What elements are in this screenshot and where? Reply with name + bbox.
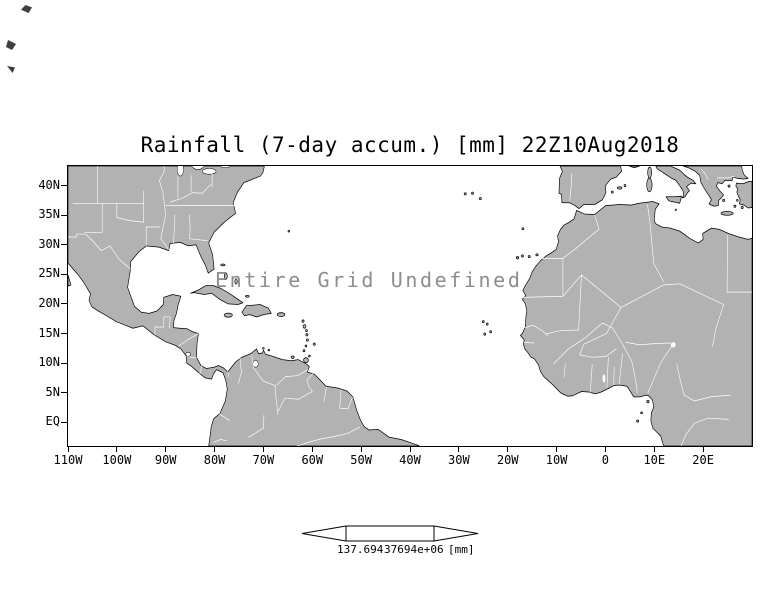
lon-tick — [604, 447, 606, 452]
lat-tick-label: EQ — [45, 414, 60, 429]
colorbar — [301, 525, 479, 542]
lon-tick — [262, 447, 264, 452]
lon-tick — [165, 447, 167, 452]
colorbar-right-label: 37694e+06 — [384, 543, 444, 556]
lat-tick-label: 30N — [38, 236, 60, 251]
world-map — [68, 166, 752, 446]
lat-tick-label: 15N — [38, 325, 60, 340]
lat-tick-label: 35N — [38, 207, 60, 222]
lakes — [176, 166, 676, 383]
lon-tick — [702, 447, 704, 452]
screen-artifact — [6, 40, 16, 50]
lon-tick — [214, 447, 216, 452]
lon-tick-label: 10W — [545, 453, 568, 467]
caribbean-islands — [190, 263, 316, 364]
europe-landmass — [558, 166, 752, 216]
lon-tick-label: 110W — [53, 453, 83, 467]
map-frame — [67, 165, 753, 447]
lon-tick-label: 40W — [399, 453, 421, 467]
lon-tick-label: 20W — [496, 453, 519, 467]
lon-tick — [507, 447, 509, 452]
lon-tick-label: 70W — [252, 453, 275, 467]
lon-tick — [458, 447, 460, 452]
grid-undefined-message: Entire Grid Undefined — [215, 268, 523, 292]
lat-tick-label: 20N — [38, 295, 60, 310]
lon-tick — [556, 447, 558, 452]
lon-tick — [360, 447, 362, 452]
screen-artifact — [21, 5, 32, 13]
lon-tick-label: 80W — [203, 453, 226, 467]
americas-landmass — [68, 166, 420, 446]
country-borders — [68, 166, 752, 443]
lon-tick-label: 90W — [154, 453, 177, 467]
screen-artifact — [7, 66, 15, 73]
lat-tick-label: 10N — [38, 355, 60, 370]
lon-tick — [409, 447, 411, 452]
colorbar-left-label: 137.694 — [337, 543, 384, 556]
lat-tick-label: 5N — [45, 384, 60, 399]
lon-tick-label: 10E — [643, 453, 666, 467]
lon-tick-label: 20E — [692, 453, 714, 467]
plot-title: Rainfall (7-day accum.) [mm] 22Z10Aug201… — [140, 133, 680, 157]
rivers — [159, 166, 729, 446]
lon-tick — [311, 447, 313, 452]
lon-tick-label: 0 — [601, 453, 610, 467]
lon-tick — [67, 447, 69, 452]
atlantic-islands — [287, 191, 650, 423]
lon-tick — [116, 447, 118, 452]
africa-landmass — [520, 201, 752, 446]
lon-tick-label: 100W — [102, 453, 132, 467]
lon-tick-label: 60W — [301, 453, 324, 467]
colorbar-shape — [301, 525, 479, 542]
lon-tick — [653, 447, 655, 452]
lat-tick-label: 25N — [38, 266, 60, 281]
lon-tick-label: 50W — [350, 453, 372, 467]
lat-tick-label: 40N — [38, 177, 60, 192]
lon-tick-label: 30W — [448, 453, 470, 467]
colorbar-unit-label: [mm] — [448, 543, 475, 556]
